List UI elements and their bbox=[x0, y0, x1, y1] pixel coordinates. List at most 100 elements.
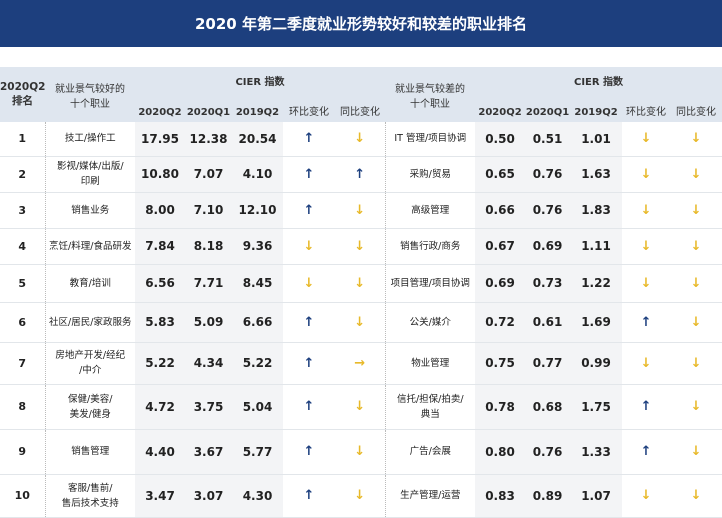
bad-occupation-header: 就业景气较差的 十个职业 bbox=[385, 67, 476, 122]
bad-col-qoq-header: 环比变化 bbox=[622, 93, 671, 122]
arrow-down-icon: ↓ bbox=[622, 192, 671, 229]
arrow-down-icon: ↓ bbox=[283, 264, 335, 303]
good-occupation-cell: 烹饪/料理/食品研发 bbox=[44, 228, 135, 265]
table-row: 8 保健/美容/ 美发/健身 4.72 3.75 5.04 ↑ ↓ 信托/担保/拍卖/ 典当 0… bbox=[0, 384, 722, 430]
good-cier-value: 3.07 bbox=[185, 474, 232, 518]
table-row: 9 销售管理 4.40 3.67 5.77 ↑ ↓ 广告/会展 0.80 0.76 1.33 ↑ ↓ bbox=[0, 429, 722, 475]
bad-col-2020q2-header: 2020Q2 bbox=[475, 93, 526, 122]
arrow-down-icon: ↓ bbox=[670, 474, 722, 518]
bad-cier-value: 1.75 bbox=[570, 384, 623, 430]
ranking-table: 2020Q2 排名 就业景气较好的 十个职业 CIER 指数 就业景气较差的 十… bbox=[0, 67, 722, 518]
bad-occupation-cell: 销售行政/商务 bbox=[384, 228, 476, 265]
bad-occupation-cell: 高级管理 bbox=[384, 192, 476, 229]
bad-cier-value: 0.50 bbox=[475, 122, 526, 157]
arrow-down-icon: ↓ bbox=[335, 122, 386, 157]
bad-occupation-cell: 广告/会展 bbox=[384, 429, 476, 475]
bad-occupation-cell: 项目管理/项目协调 bbox=[384, 264, 476, 303]
bad-cier-value: 1.33 bbox=[570, 429, 623, 475]
good-occupation-cell: 技工/操作工 bbox=[44, 122, 135, 157]
bad-cier-value: 0.69 bbox=[475, 264, 526, 303]
good-cier-value: 8.18 bbox=[185, 228, 232, 265]
good-cier-value: 7.71 bbox=[185, 264, 232, 303]
arrow-up-icon: ↑ bbox=[283, 384, 335, 430]
bad-cier-value: 1.01 bbox=[570, 122, 623, 157]
bad-cier-value: 1.69 bbox=[570, 302, 623, 343]
rank-header: 2020Q2 排名 bbox=[0, 67, 45, 122]
good-occupation-cell: 房地产开发/经纪 /中介 bbox=[44, 342, 135, 385]
bad-cier-value: 1.11 bbox=[570, 228, 623, 265]
bad-cier-value: 0.76 bbox=[525, 156, 571, 193]
good-cier-value: 10.80 bbox=[135, 156, 185, 193]
arrow-up-icon: ↑ bbox=[283, 342, 335, 385]
bad-col-2020q1-header: 2020Q1 bbox=[525, 93, 571, 122]
table-row: 1 技工/操作工 17.95 12.38 20.54 ↑ ↓ IT 管理/项目协调 0.50 0.… bbox=[0, 122, 722, 157]
bad-occupation-cell: 物业管理 bbox=[384, 342, 476, 385]
arrow-down-icon: ↓ bbox=[670, 384, 722, 430]
arrow-up-icon: ↑ bbox=[335, 156, 386, 193]
arrow-down-icon: ↓ bbox=[335, 192, 386, 229]
bad-occupation-cell: 信托/担保/拍卖/ 典当 bbox=[384, 384, 476, 430]
good-cier-value: 3.67 bbox=[185, 429, 232, 475]
bad-cier-value: 0.77 bbox=[525, 342, 571, 385]
good-cier-value: 3.75 bbox=[185, 384, 232, 430]
arrow-up-icon: ↑ bbox=[622, 384, 671, 430]
good-cier-value: 7.10 bbox=[185, 192, 232, 229]
table-row: 4 烹饪/料理/食品研发 7.84 8.18 9.36 ↓ ↓ 销售行政/商务 0.67 0.69… bbox=[0, 228, 722, 265]
arrow-down-icon: ↓ bbox=[670, 122, 722, 157]
good-occupation-cell: 社区/居民/家政服务 bbox=[44, 302, 135, 343]
table-row: 2 影视/媒体/出版/ 印刷 10.80 7.07 4.10 ↑ ↑ 采购/贸易 0.65 0.7… bbox=[0, 156, 722, 193]
arrow-up-icon: ↑ bbox=[622, 429, 671, 475]
good-col-qoq-header: 环比变化 bbox=[283, 93, 335, 122]
bad-cier-value: 0.69 bbox=[525, 228, 571, 265]
bad-occupation-cell: 采购/贸易 bbox=[384, 156, 476, 193]
arrow-up-icon: ↑ bbox=[622, 302, 671, 343]
good-occupation-cell: 保健/美容/ 美发/健身 bbox=[44, 384, 135, 430]
arrow-down-icon: ↓ bbox=[622, 342, 671, 385]
arrow-down-icon: ↓ bbox=[670, 156, 722, 193]
arrow-down-icon: ↓ bbox=[670, 228, 722, 265]
good-cier-value: 12.38 bbox=[185, 122, 232, 157]
table-row: 6 社区/居民/家政服务 5.83 5.09 6.66 ↑ ↓ 公关/媒介 0.72 0.61 1.… bbox=[0, 302, 722, 343]
bad-cier-value: 0.68 bbox=[525, 384, 571, 430]
arrow-down-icon: ↓ bbox=[335, 302, 386, 343]
bad-occupation-cell: 生产管理/运营 bbox=[384, 474, 476, 518]
cier-header-left: CIER 指数 bbox=[135, 67, 386, 93]
bad-cier-value: 0.72 bbox=[475, 302, 526, 343]
good-col-2020q1-header: 2020Q1 bbox=[185, 93, 232, 122]
arrow-down-icon: ↓ bbox=[622, 264, 671, 303]
good-cier-value: 5.83 bbox=[135, 302, 185, 343]
rank-cell: 4 bbox=[0, 228, 45, 265]
arrow-down-icon: ↓ bbox=[335, 429, 386, 475]
table-row: 5 教育/培训 6.56 7.71 8.45 ↓ ↓ 项目管理/项目协调 0.69 0.73 1.2… bbox=[0, 264, 722, 303]
rank-cell: 7 bbox=[0, 342, 45, 385]
rank-cell: 5 bbox=[0, 264, 45, 303]
good-occupation-header: 就业景气较好的 十个职业 bbox=[45, 67, 135, 122]
rank-cell: 9 bbox=[0, 429, 45, 475]
good-cier-value: 6.66 bbox=[232, 302, 283, 343]
bad-cier-value: 0.73 bbox=[525, 264, 571, 303]
bad-cier-value: 1.07 bbox=[570, 474, 623, 518]
table-row: 10 客服/售前/ 售后技术支持 3.47 3.07 4.30 ↑ ↓ 生产管理/运营 0.83… bbox=[0, 474, 722, 518]
good-cier-value: 4.30 bbox=[232, 474, 283, 518]
good-cier-value: 7.07 bbox=[185, 156, 232, 193]
good-cier-value: 5.77 bbox=[232, 429, 283, 475]
bad-col-2019q2-header: 2019Q2 bbox=[570, 93, 623, 122]
good-col-yoy-header: 同比变化 bbox=[335, 93, 386, 122]
bad-cier-value: 0.61 bbox=[525, 302, 571, 343]
bad-cier-value: 0.76 bbox=[525, 192, 571, 229]
good-occupation-cell: 客服/售前/ 售后技术支持 bbox=[44, 474, 135, 518]
good-cier-value: 5.09 bbox=[185, 302, 232, 343]
cier-header-right: CIER 指数 bbox=[475, 67, 722, 93]
bad-cier-value: 0.76 bbox=[525, 429, 571, 475]
good-cier-value: 5.22 bbox=[135, 342, 185, 385]
good-cier-value: 5.22 bbox=[232, 342, 283, 385]
good-cier-value: 4.34 bbox=[185, 342, 232, 385]
bad-cier-value: 0.78 bbox=[475, 384, 526, 430]
arrow-down-icon: ↓ bbox=[622, 122, 671, 157]
arrow-up-icon: ↑ bbox=[283, 156, 335, 193]
arrow-down-icon: ↓ bbox=[335, 264, 386, 303]
good-cier-value: 9.36 bbox=[232, 228, 283, 265]
good-col-2019q2-header: 2019Q2 bbox=[232, 93, 283, 122]
arrow-up-icon: ↑ bbox=[283, 474, 335, 518]
arrow-down-icon: ↓ bbox=[622, 156, 671, 193]
